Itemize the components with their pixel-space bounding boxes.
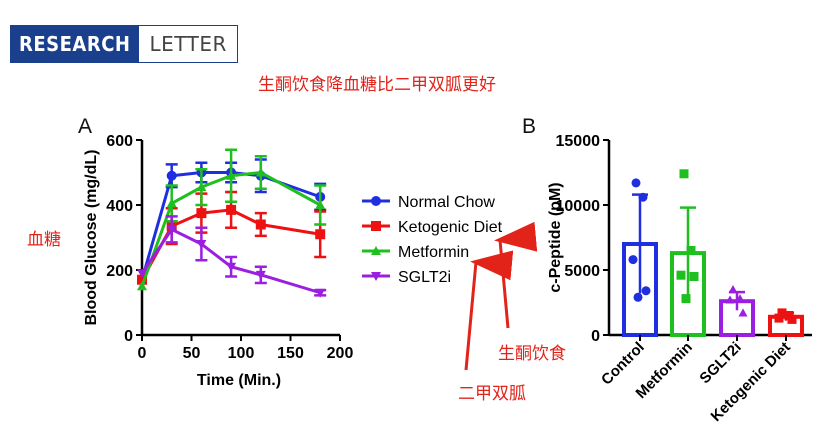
scatter-point [738, 308, 748, 317]
x-tick-label: 50 [183, 345, 201, 362]
series-line [140, 227, 321, 295]
y-tick-label: 200 [106, 263, 133, 280]
scatter-point [676, 270, 686, 280]
scatter-point [787, 314, 797, 324]
data-point [166, 198, 177, 208]
y-tick-label: 0 [124, 328, 133, 345]
y-axis-title: c-Peptide (pM) [547, 182, 564, 292]
y-tick-label: 5000 [564, 263, 600, 280]
panel-label-b: B [522, 115, 536, 138]
data-point [315, 288, 326, 298]
data-point [166, 170, 177, 181]
annotation-ketogenic: 生酮饮食 [498, 344, 566, 364]
data-point [137, 274, 147, 285]
x-axis-title: Time (Min.) [197, 372, 281, 389]
research-letter-badge: RESEARCH LETTER [10, 25, 238, 63]
arrow-ketogenic [494, 221, 538, 329]
legend-label: Metformin [398, 244, 469, 261]
scatter-point [638, 192, 648, 202]
badge-letter: LETTER [139, 25, 238, 63]
scatter-point [681, 294, 691, 304]
legend-swatch-marker [371, 221, 381, 231]
scatter-point [633, 292, 643, 302]
x-tick-label: 0 [138, 345, 147, 362]
y-tick-label: 600 [106, 133, 133, 150]
y-tick-label: 0 [591, 328, 600, 345]
annotation-title: 生酮饮食降血糖比二甲双胍更好 [258, 75, 496, 95]
scatter-point [689, 272, 699, 281]
legend-label: Normal Chow [398, 194, 495, 211]
scatter-point [774, 313, 784, 323]
data-point [226, 262, 237, 272]
data-point [226, 170, 237, 180]
data-point [137, 281, 147, 291]
scatter-point [777, 308, 787, 318]
chart-panel-a: A 0 200 400 600 0 50 100 150 200 Time (Min.) Blood … [78, 115, 503, 389]
legend-label: SGLT2i [398, 269, 451, 286]
panel-label-a: A [78, 115, 92, 138]
x-tick-label: 200 [327, 345, 354, 362]
scatter-point [631, 178, 641, 188]
data-point [137, 269, 147, 279]
annotation-metformin: 二甲双胍 [458, 384, 526, 404]
legend-swatch-marker [371, 272, 381, 281]
arrow-metformin [464, 250, 514, 371]
data-point [315, 229, 326, 240]
legend-swatch-marker [371, 246, 381, 255]
data-point [255, 219, 266, 230]
data-point [226, 204, 237, 215]
data-point [315, 200, 326, 209]
annotation-blood-sugar: 血糖 [27, 230, 61, 250]
scatter-point [728, 285, 738, 294]
badge-research: RESEARCH [10, 25, 140, 63]
scatter-point [686, 246, 696, 255]
x-tick-label: 100 [228, 345, 255, 362]
y-axis-title: Blood Glucose (mg/dL) [83, 150, 100, 326]
scatter-point [725, 295, 735, 304]
data-point [255, 270, 266, 280]
data-point [166, 225, 177, 235]
y-tick-label: 15000 [556, 133, 601, 150]
data-point [255, 167, 266, 177]
scatter-point [641, 286, 651, 296]
legend-swatch-marker [371, 196, 381, 206]
x-tick-label: SGLT2i [696, 339, 744, 387]
y-tick-label: 400 [106, 198, 133, 215]
data-point [196, 182, 207, 192]
x-tick-label: 150 [277, 345, 304, 362]
scatter-point [628, 255, 638, 265]
data-point [196, 208, 207, 219]
y-tick-label: 10000 [556, 198, 601, 215]
scatter-point [735, 294, 745, 303]
data-point [196, 240, 207, 249]
legend-label: Ketogenic Diet [398, 219, 503, 236]
scatter-point [679, 169, 689, 179]
